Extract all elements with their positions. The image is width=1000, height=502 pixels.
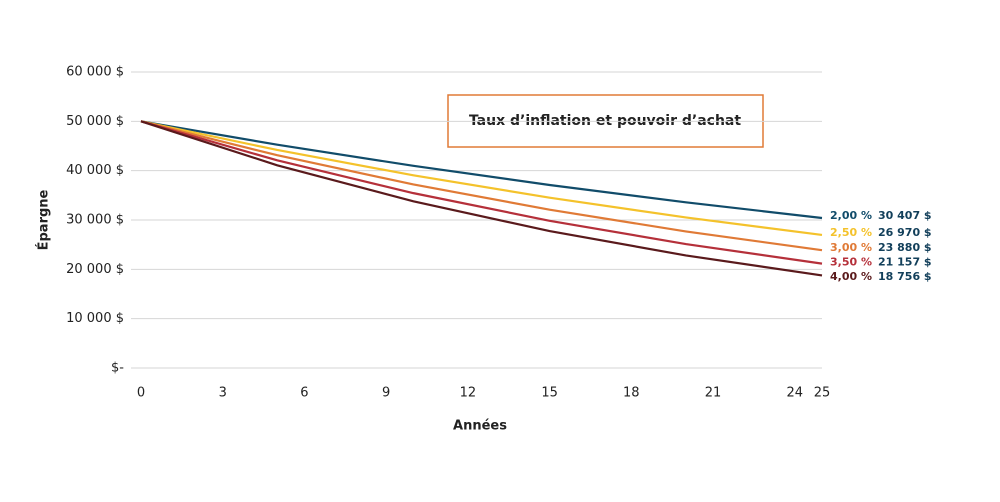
x-tick-label: 12: [460, 386, 477, 401]
x-tick-label: 0: [137, 386, 145, 401]
x-axis-label: Années: [453, 419, 507, 434]
y-tick-label: 40 000 $: [66, 163, 124, 178]
series-line: [140, 120, 823, 220]
legend-label: 3,00 %: [830, 241, 872, 254]
x-tick-label: 18: [623, 386, 640, 401]
data-label: 30 407 $: [878, 209, 932, 222]
data-label: 21 157 $: [878, 256, 932, 269]
y-tick-label: 20 000 $: [66, 262, 124, 277]
series-line: [140, 120, 823, 277]
x-tick-label: 24: [786, 386, 803, 401]
x-tick-label: 6: [300, 386, 308, 401]
x-tick-label: 15: [541, 386, 558, 401]
y-tick-label: $-: [111, 361, 124, 376]
x-tick-label: 3: [219, 386, 227, 401]
y-tick-label: 50 000 $: [66, 114, 124, 129]
legend-label: 4,00 %: [830, 270, 872, 283]
series-line: [140, 120, 823, 252]
series-line: [140, 120, 823, 265]
data-label: 26 970 $: [878, 226, 932, 239]
x-tick-label: 9: [382, 386, 390, 401]
y-tick-label: 60 000 $: [66, 65, 124, 80]
legend-label: 2,00 %: [830, 209, 872, 222]
data-label: 18 756 $: [878, 270, 932, 283]
series-line: [140, 120, 823, 237]
data-label: 23 880 $: [878, 241, 932, 254]
y-tick-label: 30 000 $: [66, 213, 124, 228]
y-axis-label: Épargne: [36, 189, 52, 250]
x-tick-label: 25: [814, 386, 831, 401]
y-tick-label: 10 000 $: [66, 311, 124, 326]
legend-label: 2,50 %: [830, 226, 872, 239]
x-tick-label: 21: [705, 386, 722, 401]
legend-label: 3,50 %: [830, 256, 872, 269]
